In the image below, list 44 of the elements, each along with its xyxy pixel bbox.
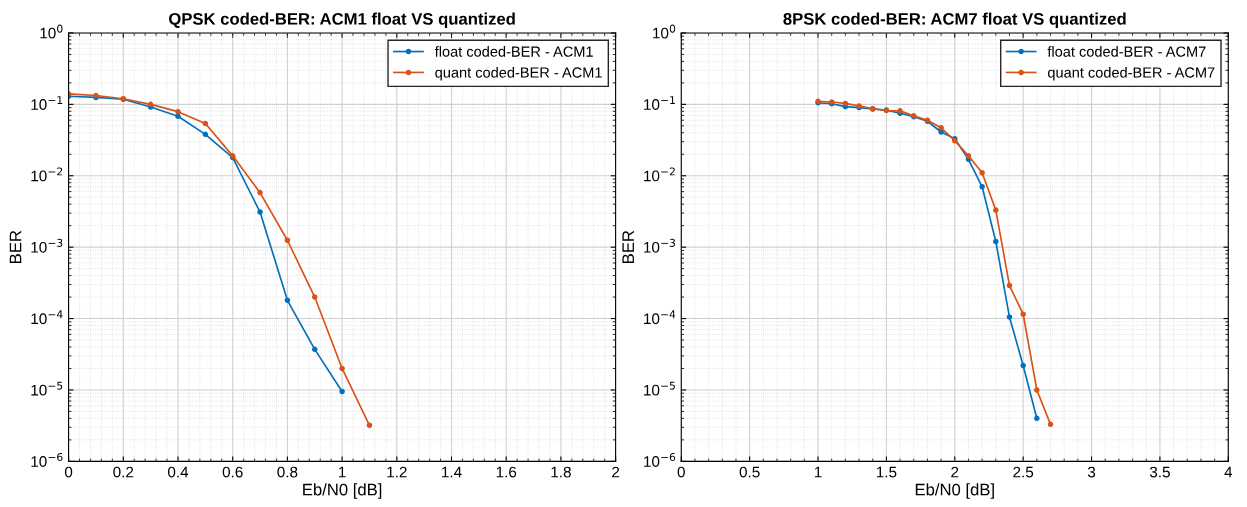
legend-label: float coded-BER - ACM7 bbox=[1047, 46, 1206, 57]
y-axis-title: BER bbox=[9, 230, 22, 263]
y-tick-label: 10$^{−1}$ bbox=[31, 96, 63, 110]
y-axis-title: BER bbox=[622, 230, 634, 263]
y-tick-label: 10$^{−1}$ bbox=[644, 96, 675, 110]
x-tick-label: 1 bbox=[339, 466, 346, 478]
x-tick-label: 2 bbox=[612, 466, 620, 478]
y-tick-label: 10$^{−2}$ bbox=[644, 167, 675, 182]
legend-label: float coded-BER - ACM1 bbox=[434, 46, 593, 57]
x-tick-label: 0.2 bbox=[113, 466, 134, 478]
y-tick-label: 10$^{−6}$ bbox=[31, 453, 63, 467]
x-tick-label: 0 bbox=[677, 466, 685, 478]
x-tick-label: 0 bbox=[64, 466, 73, 478]
x-tick-label: 2 bbox=[951, 466, 959, 478]
legend-label: quant coded-BER - ACM7 bbox=[1047, 66, 1215, 81]
y-tick-label: 10$^{−6}$ bbox=[644, 453, 676, 467]
x-tick-label: 4 bbox=[1224, 466, 1233, 478]
legend-label: quant coded-BER - ACM1 bbox=[435, 66, 602, 81]
x-tick-label: 1.8 bbox=[551, 466, 571, 478]
y-tick-label: 10$^{−2}$ bbox=[31, 167, 63, 182]
y-tick-label: 10$^{0}$ bbox=[653, 24, 676, 39]
y-tick-label: 10$^{−5}$ bbox=[644, 381, 675, 396]
x-tick-label: 0.8 bbox=[277, 466, 298, 478]
chart-title: 8PSK coded-BER: ACM7 float VS quantized bbox=[783, 12, 1126, 29]
x-tick-label: 3 bbox=[1087, 466, 1096, 478]
x-tick-label: 2.5 bbox=[1013, 466, 1034, 478]
y-tick-label: 10$^{−4}$ bbox=[31, 310, 63, 325]
x-tick-label: 1 bbox=[814, 466, 822, 478]
y-tick-label: 10$^{−5}$ bbox=[31, 381, 63, 396]
y-tick-label: 10$^{−3}$ bbox=[31, 238, 63, 253]
x-tick-label: 1.4 bbox=[442, 466, 462, 478]
chart-title: QPSK coded-BER: ACM1 float VS quantized bbox=[169, 12, 515, 29]
x-tick-label: 0.4 bbox=[167, 466, 189, 478]
x-tick-label: 0.5 bbox=[739, 466, 760, 478]
x-tick-label: 1.5 bbox=[876, 466, 897, 478]
x-tick-label: 0.6 bbox=[222, 466, 243, 478]
x-axis-title: Eb/N0 [dB] bbox=[915, 483, 994, 499]
x-tick-label: 1.2 bbox=[387, 466, 407, 478]
y-tick-label: 10$^{−4}$ bbox=[644, 310, 676, 325]
x-axis-title: Eb/N0 [dB] bbox=[303, 483, 382, 499]
x-tick-label: 3.5 bbox=[1149, 466, 1170, 478]
y-tick-label: 10$^{0}$ bbox=[40, 24, 63, 39]
x-tick-label: 1.6 bbox=[496, 466, 517, 478]
y-tick-label: 10$^{−3}$ bbox=[644, 238, 675, 253]
